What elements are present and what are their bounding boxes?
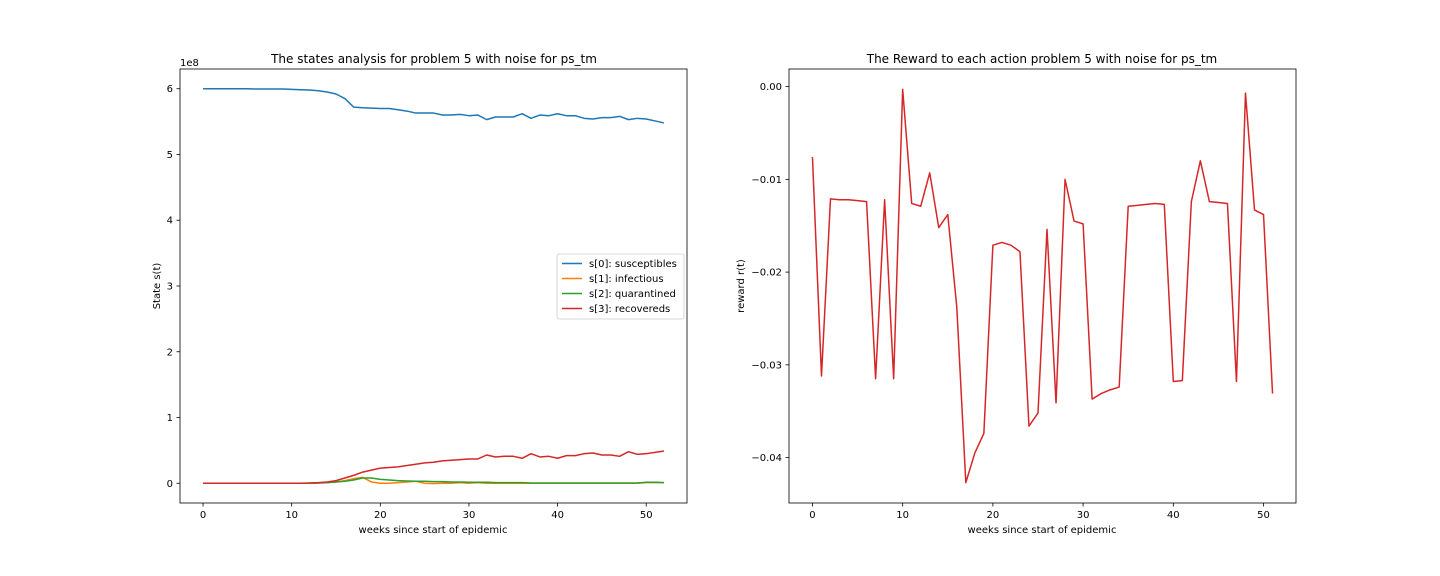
legend-label-susceptibles: s[0]: susceptibles — [589, 259, 677, 270]
states-series-line-susceptibles — [203, 87, 665, 124]
states-chart-title: The states analysis for problem 5 with n… — [270, 52, 597, 66]
states-chart-offset-label: 1e8 — [180, 58, 199, 69]
reward-ytick-label: −0.04 — [751, 453, 782, 464]
reward-xtick-label: 50 — [1257, 510, 1270, 521]
states-chart-xlabel: weeks since start of epidemic — [359, 525, 508, 536]
states-xtick-label: 50 — [640, 510, 653, 521]
reward-xtick-label: 10 — [896, 510, 909, 521]
reward-chart-frame — [788, 68, 1297, 504]
reward-chart-title: The Reward to each action problem 5 with… — [866, 52, 1218, 66]
states-ytick-label: 6 — [167, 84, 173, 95]
legend-box — [556, 253, 685, 320]
reward-chart-xlabel: weeks since start of epidemic — [968, 525, 1117, 536]
states-chart-lines — [203, 87, 665, 485]
reward-xtick-label: 0 — [809, 510, 815, 521]
reward-series-line-series-0 — [811, 88, 1274, 484]
states-ytick-label: 3 — [167, 282, 173, 293]
states-xtick-label: 40 — [551, 510, 564, 521]
reward-xtick-label: 20 — [987, 510, 1000, 521]
reward-xtick-label: 30 — [1077, 510, 1090, 521]
states-chart: The states analysis for problem 5 with n… — [152, 52, 688, 536]
states-ytick-label: 1 — [167, 413, 173, 424]
states-chart-ylabel: State s(t) — [152, 263, 163, 310]
states-ytick-label: 4 — [167, 216, 173, 227]
states-ytick-label: 2 — [167, 347, 173, 358]
reward-ytick-label: −0.02 — [751, 268, 782, 279]
reward-xtick-label: 40 — [1167, 510, 1180, 521]
states-chart-legend: s[0]: susceptibles s[1]: infectious s[2]… — [556, 253, 685, 320]
reward-chart: The Reward to each action problem 5 with… — [736, 52, 1297, 536]
states-chart-frame — [179, 68, 688, 504]
reward-chart-ylabel: reward r(t) — [736, 259, 747, 313]
states-xtick-label: 10 — [285, 510, 298, 521]
states-ytick-label: 0 — [167, 479, 173, 490]
states-xtick-label: 20 — [374, 510, 387, 521]
legend-label-recovereds: s[3]: recovereds — [589, 304, 670, 315]
states-ytick-label: 5 — [167, 150, 173, 161]
reward-ytick-label: −0.03 — [751, 360, 782, 371]
states-chart-ticks: 0 10 20 30 40 50 0 1 2 3 4 5 6 — [167, 84, 653, 521]
reward-chart-lines — [811, 88, 1274, 484]
legend-label-infectious: s[1]: infectious — [589, 274, 664, 285]
reward-ytick-label: 0.00 — [760, 82, 782, 93]
reward-chart-ticks: 0 10 20 30 40 50 0.00 −0.01 −0.02 −0.03 −0.04 — [751, 82, 1270, 521]
states-xtick-label: 30 — [463, 510, 476, 521]
legend-label-quarantined: s[2]: quarantined — [589, 289, 676, 300]
states-xtick-label: 0 — [200, 510, 206, 521]
reward-ytick-label: −0.01 — [751, 175, 782, 186]
states-series-line-recovereds — [203, 450, 665, 485]
